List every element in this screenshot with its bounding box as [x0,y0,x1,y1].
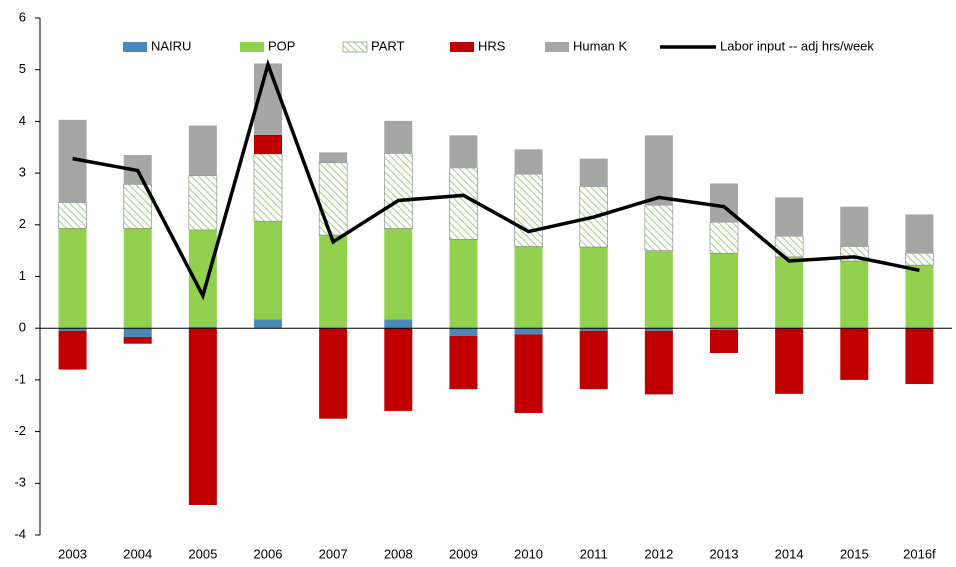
bar-segment [644,328,673,331]
line [72,58,920,301]
bar-segment [905,328,934,385]
bar-segment [123,228,152,329]
bar-segment [58,228,87,329]
x-tick-label: 2004 [123,546,152,561]
bar-segment [579,247,608,329]
legend-label: POP [268,38,295,53]
bar-segment [254,134,282,154]
y-tick-label: -2 [14,423,26,438]
bar-segment [644,135,673,206]
bar-segment [709,221,739,254]
bar-segment [384,319,413,329]
bar-segment [384,228,413,320]
bar-segment [58,328,87,331]
bar-segment [775,197,804,237]
x-tick-label: 2012 [644,546,673,561]
x-tick-label: 2015 [840,546,869,561]
y-tick-label: -4 [14,526,26,541]
bar-segment [514,149,543,175]
bar-segment [905,214,934,254]
x-tick-label: 2013 [710,546,739,561]
legend-label: NAIRU [151,38,191,53]
bar-segment [123,336,152,344]
bar-segment [384,328,413,411]
bar-segment [319,328,348,419]
y-tick-label: 6 [19,9,26,24]
x-tick-label: 2006 [254,546,283,561]
bar-segment [58,202,87,229]
bar-segment [775,256,804,329]
legend-label: Human K [573,38,628,53]
x-tick-label: 2003 [58,546,87,561]
bar-segment [188,125,217,176]
bar-segment [840,206,869,247]
x-tick-label: 2014 [775,546,804,561]
bar-segment [840,260,869,329]
legend-swatch [545,42,569,52]
bar-segment [514,334,543,413]
x-tick-label: 2010 [514,546,543,561]
x-tick-label: 2009 [449,546,478,561]
legend-swatch [450,42,474,52]
bar-segment [254,319,282,329]
bar-segment [58,330,87,370]
bar-segment [123,328,152,337]
legend-label: HRS [478,38,506,53]
y-tick-label: -1 [14,371,26,386]
bar-segment [253,153,283,222]
bar-segment [905,265,934,329]
bar-segment [449,328,478,336]
bar-segment [710,328,738,330]
legend-swatch [240,42,264,52]
bar-segment [449,335,478,390]
y-tick-label: 4 [19,113,26,128]
bar-segment [449,239,478,329]
bar-segment [188,175,218,231]
x-tick-label: 2016f [903,546,936,561]
bar-segment [319,152,348,163]
bar-segment [384,120,413,154]
bar-segment [579,328,608,331]
bar-segment [188,328,217,506]
y-tick-label: 3 [19,165,26,180]
bar-segment [710,329,738,354]
y-tick-label: -3 [14,475,26,490]
y-tick-label: 0 [19,320,26,335]
bar-segment [514,328,543,335]
bar-segment [710,253,738,329]
legend-swatch [342,41,368,53]
bar-segment [383,153,413,229]
x-tick-label: 2005 [188,546,217,561]
bar-segment [188,326,217,329]
bar-segment [905,252,934,266]
y-tick-label: 5 [19,61,26,76]
bar-segment [318,162,348,236]
x-tick-label: 2008 [384,546,413,561]
x-tick-label: 2011 [580,546,608,561]
bar-segment [579,158,608,187]
legend-label: PART [371,38,405,53]
legend-swatch [123,42,147,52]
bar-segment [644,204,674,251]
bar-segment [449,167,478,240]
bar-segment [319,235,348,329]
y-tick-label: 1 [19,268,26,283]
legend-label: Labor input -- adj hrs/week [720,38,874,53]
bar-segment [644,330,673,395]
bar-segment [514,173,543,247]
bar-segment [514,246,543,329]
y-tick-label: 2 [19,216,26,231]
bar-segment [254,221,282,320]
bar-segment [840,328,869,380]
bar-segment [644,250,673,329]
bar-segment [775,328,804,394]
x-tick-label: 2007 [319,546,348,561]
bar-segment [449,135,478,168]
bar-segment [579,330,608,390]
